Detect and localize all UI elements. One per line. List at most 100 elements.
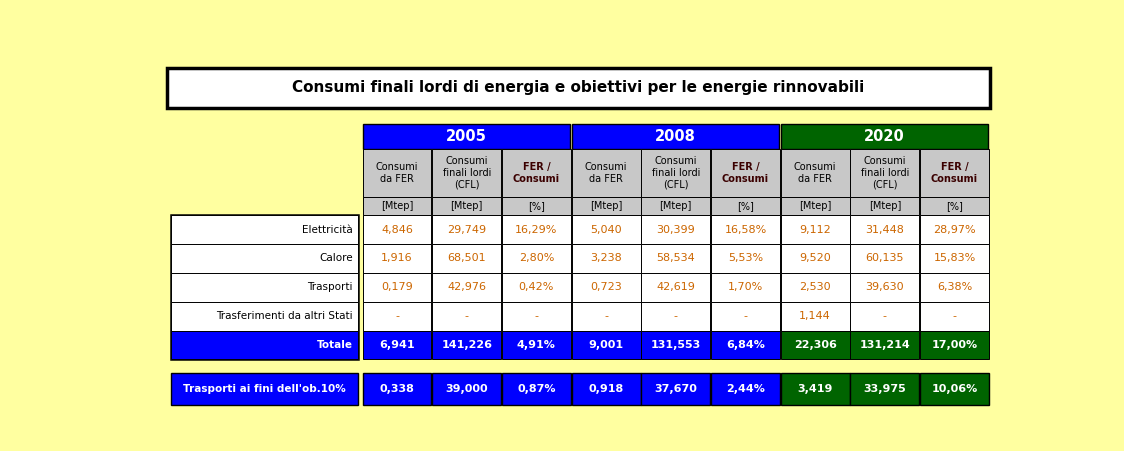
Bar	[363, 148, 432, 197]
Text: Trasporti: Trasporti	[308, 282, 353, 292]
Text: FER /
Consumi: FER / Consumi	[513, 162, 560, 184]
Text: Calore: Calore	[319, 253, 353, 263]
Bar	[363, 373, 432, 405]
Text: -: -	[464, 311, 469, 321]
Text: FER /
Consumi: FER / Consumi	[722, 162, 769, 184]
Bar	[572, 215, 641, 244]
Text: [%]: [%]	[737, 201, 754, 211]
Text: [Mtep]: [Mtep]	[799, 201, 832, 211]
Text: 31,448: 31,448	[865, 225, 905, 235]
Bar	[642, 331, 710, 359]
Bar	[781, 124, 988, 148]
Bar	[921, 302, 989, 331]
Text: 30,399: 30,399	[656, 225, 695, 235]
Bar	[363, 273, 432, 302]
Text: [%]: [%]	[528, 201, 545, 211]
Bar	[171, 302, 359, 331]
Text: -: -	[882, 311, 887, 321]
Bar	[171, 215, 359, 244]
Text: Consumi
da FER: Consumi da FER	[375, 162, 418, 184]
Text: 2008: 2008	[655, 129, 696, 143]
Bar	[433, 244, 501, 273]
Text: 16,29%: 16,29%	[515, 225, 558, 235]
Bar	[781, 215, 850, 244]
Bar	[433, 197, 501, 215]
Text: [Mtep]: [Mtep]	[590, 201, 623, 211]
Text: 28,97%: 28,97%	[933, 225, 976, 235]
Bar	[851, 148, 919, 197]
Bar	[363, 331, 432, 359]
Bar	[502, 215, 571, 244]
Bar	[572, 244, 641, 273]
Text: -: -	[743, 311, 747, 321]
Text: Consumi
finali lordi
(CFL): Consumi finali lordi (CFL)	[443, 156, 491, 189]
Text: 0,338: 0,338	[380, 383, 415, 394]
Bar	[572, 331, 641, 359]
Text: 2005: 2005	[446, 129, 487, 143]
Bar	[572, 197, 641, 215]
Bar	[363, 197, 432, 215]
Text: 5,040: 5,040	[590, 225, 622, 235]
Bar	[171, 373, 359, 405]
Bar	[171, 215, 359, 359]
Text: 1,916: 1,916	[381, 253, 413, 263]
Text: [Mtep]: [Mtep]	[381, 201, 414, 211]
Bar	[711, 148, 780, 197]
Text: 33,975: 33,975	[863, 383, 906, 394]
Bar	[781, 197, 850, 215]
Bar	[502, 331, 571, 359]
Bar	[711, 373, 780, 405]
Bar	[781, 373, 850, 405]
Text: 2,530: 2,530	[799, 282, 831, 292]
Text: 131,553: 131,553	[651, 340, 701, 350]
Text: 3,238: 3,238	[590, 253, 622, 263]
Bar	[363, 215, 432, 244]
Text: Trasferimenti da altri Stati: Trasferimenti da altri Stati	[217, 311, 353, 321]
Text: 2020: 2020	[864, 129, 905, 143]
Bar	[433, 215, 501, 244]
Bar	[642, 197, 710, 215]
Text: 6,84%: 6,84%	[726, 340, 765, 350]
Bar	[642, 244, 710, 273]
Bar	[851, 302, 919, 331]
Text: 4,846: 4,846	[381, 225, 413, 235]
Text: 60,135: 60,135	[865, 253, 904, 263]
Bar	[711, 197, 780, 215]
Bar	[711, 273, 780, 302]
Bar	[166, 68, 990, 108]
Bar	[921, 215, 989, 244]
Bar	[363, 302, 432, 331]
Text: 58,534: 58,534	[656, 253, 695, 263]
Bar	[572, 124, 779, 148]
Bar	[921, 244, 989, 273]
Text: [%]: [%]	[946, 201, 963, 211]
Bar	[711, 331, 780, 359]
Bar	[502, 244, 571, 273]
Bar	[502, 197, 571, 215]
Text: 0,723: 0,723	[590, 282, 622, 292]
Text: 16,58%: 16,58%	[724, 225, 767, 235]
Bar	[433, 148, 501, 197]
Bar	[171, 244, 359, 273]
Bar	[171, 331, 359, 359]
Text: 22,306: 22,306	[794, 340, 836, 350]
Text: 42,976: 42,976	[447, 282, 487, 292]
Text: Totale: Totale	[317, 340, 353, 350]
Bar	[572, 373, 641, 405]
Bar	[502, 302, 571, 331]
Bar	[642, 273, 710, 302]
Bar	[781, 302, 850, 331]
Text: 6,38%: 6,38%	[937, 282, 972, 292]
Text: 0,918: 0,918	[589, 383, 624, 394]
Bar	[642, 373, 710, 405]
Text: [Mtep]: [Mtep]	[869, 201, 901, 211]
Text: Trasporti ai fini dell'ob.10%: Trasporti ai fini dell'ob.10%	[183, 383, 346, 394]
Bar	[363, 124, 570, 148]
Bar	[851, 215, 919, 244]
Bar	[851, 244, 919, 273]
Text: Elettricità: Elettricità	[302, 225, 353, 235]
Text: 39,630: 39,630	[865, 282, 904, 292]
Bar	[642, 148, 710, 197]
Bar	[781, 148, 850, 197]
Text: FER /
Consumi: FER / Consumi	[931, 162, 978, 184]
